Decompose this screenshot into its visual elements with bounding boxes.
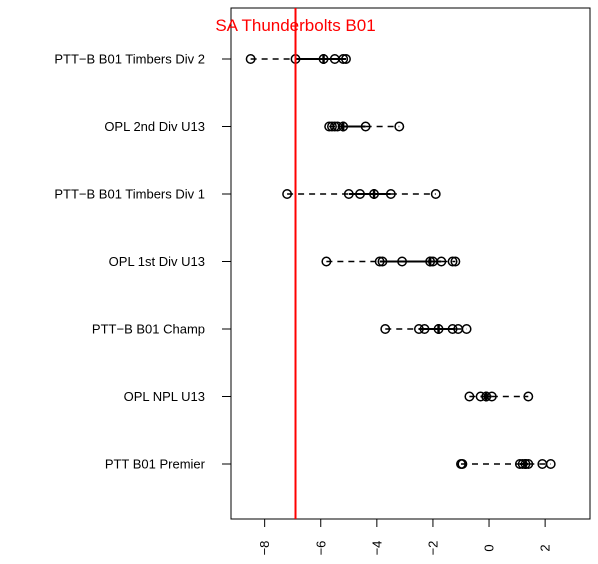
category-label: OPL 2nd Div U13 [104, 119, 205, 134]
data-point [447, 256, 458, 267]
boxplot-row [245, 54, 351, 64]
data-point [475, 391, 486, 402]
boxplot-row [324, 121, 405, 132]
category-label: PTT−B B01 Timbers Div 2 [54, 52, 205, 67]
data-point [343, 189, 354, 199]
data-point [457, 459, 468, 469]
boxplot-row [456, 459, 556, 469]
boxplot-row [464, 391, 534, 402]
data-point [481, 391, 492, 402]
data-point [397, 256, 408, 267]
boxplots [245, 54, 556, 469]
data-point [321, 256, 332, 267]
boxplot-row [321, 256, 461, 267]
data-point [419, 324, 430, 334]
data-point [447, 324, 458, 334]
data-point [332, 121, 343, 132]
data-point [380, 324, 391, 334]
data-point [341, 54, 351, 64]
data-point [374, 256, 385, 267]
data-point [523, 459, 534, 469]
x-tick-label: −2 [425, 541, 440, 556]
data-point [486, 391, 497, 402]
category-label: PTT B01 Premier [105, 457, 206, 472]
y-axis-ticks [222, 58, 231, 465]
data-point [464, 391, 475, 402]
data-point [369, 189, 379, 199]
data-point [436, 256, 447, 267]
data-point [377, 256, 388, 267]
x-tick-label: −6 [313, 541, 328, 556]
x-axis: −8 −6 −4 −2 0 2 [257, 518, 553, 556]
data-point [355, 189, 365, 199]
x-tick-label: 2 [538, 544, 553, 551]
category-labels: PTT−B B01 Timbers Div 2 OPL 2nd Div U13 PT… [54, 52, 205, 472]
data-point [282, 189, 293, 199]
data-point [517, 459, 528, 469]
data-point [338, 54, 349, 64]
boxplot-row [380, 324, 472, 334]
data-point [523, 391, 534, 402]
x-tick-label: 0 [482, 544, 497, 551]
data-point [385, 189, 396, 199]
reference-line-label: SA Thunderbolts B01 [215, 16, 375, 35]
data-point [338, 121, 349, 132]
plot-frame [230, 7, 591, 520]
data-point [433, 324, 444, 334]
data-point [413, 324, 424, 334]
category-label: PTT−B B01 Timbers Div 1 [54, 187, 205, 202]
data-point [327, 121, 337, 132]
data-point [461, 324, 472, 334]
category-label: OPL NPL U13 [124, 389, 205, 404]
boxplot-row [282, 189, 441, 199]
category-label: OPL 1st Div U13 [109, 254, 205, 269]
category-label: PTT−B B01 Champ [92, 322, 205, 337]
data-point [430, 189, 441, 199]
data-point [450, 256, 461, 267]
data-point [394, 121, 405, 132]
x-tick-label: −4 [369, 541, 384, 556]
x-tick-label: −8 [257, 541, 272, 556]
data-point [425, 256, 436, 267]
data-point [245, 54, 256, 64]
data-point [318, 54, 329, 64]
data-point [520, 459, 531, 469]
data-point [360, 121, 371, 132]
data-point [545, 459, 556, 469]
